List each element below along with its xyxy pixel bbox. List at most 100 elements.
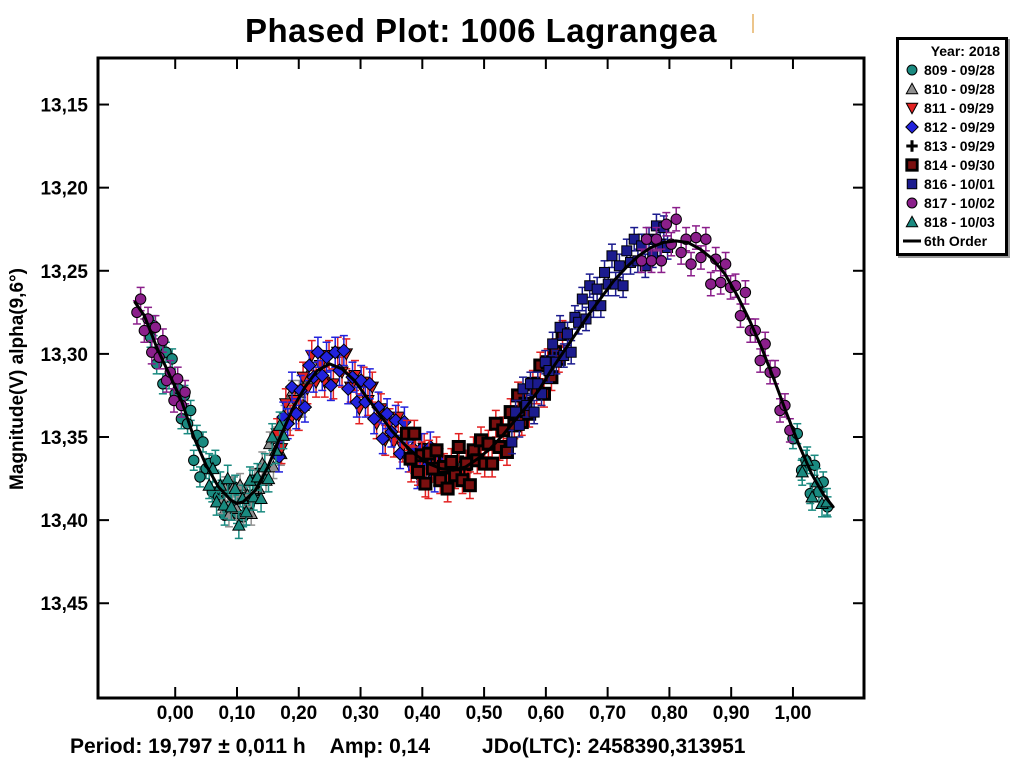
data-point-816 — [554, 321, 566, 333]
data-point-817 — [660, 218, 673, 230]
plot-frame — [96, 56, 866, 700]
data-point-818 — [795, 464, 810, 478]
data-point-814 — [410, 464, 425, 479]
line-icon — [903, 239, 921, 242]
x-tick-label: 0,10 — [218, 703, 255, 724]
square-bold-icon — [905, 157, 919, 172]
data-point-817 — [690, 231, 702, 244]
diamond-glyph — [905, 119, 919, 134]
data-point-817 — [700, 233, 712, 245]
data-point-809 — [194, 471, 206, 483]
data-point-818 — [209, 494, 224, 508]
data-point-818 — [261, 471, 276, 485]
triangle-up-glyph — [905, 81, 919, 94]
artifact-mark — [752, 14, 754, 33]
x-tick-label: 0,80 — [651, 703, 688, 724]
data-point-812 — [284, 379, 300, 395]
data-point-814 — [451, 439, 466, 454]
footer-annotation: Period: 19,797 ± 0,011 h Amp: 0,14 JDo(LTC… — [70, 735, 970, 759]
data-point-809 — [197, 436, 209, 448]
plus-glyph — [906, 139, 918, 152]
data-point-814 — [429, 443, 444, 458]
legend-entry-label: 809 - 09/28 — [924, 61, 995, 78]
diamond-icon — [905, 119, 919, 134]
data-point-814 — [485, 456, 500, 471]
data-point-816 — [628, 233, 640, 245]
triangle-up-glyph — [905, 214, 919, 227]
triangle-up-icon — [905, 214, 919, 227]
data-point-814 — [440, 481, 455, 496]
data-point-812 — [379, 406, 395, 421]
data-point-818 — [224, 499, 239, 513]
data-point-814 — [499, 444, 514, 459]
y-axis-label: Magnitude(V) alpha(9,6°) — [7, 268, 28, 490]
triangle-down-glyph — [905, 102, 919, 115]
y-tick-label: 13,30 — [40, 345, 88, 366]
legend-entry-816: 816 - 10/01 — [902, 174, 1002, 193]
data-point-816 — [576, 293, 588, 305]
data-point-818 — [239, 504, 254, 518]
data-point-812 — [310, 345, 326, 360]
data-point-810 — [266, 459, 281, 473]
data-point-817 — [640, 233, 653, 245]
legend-entry-label: 813 - 09/29 — [924, 137, 995, 154]
legend-entry-label: 812 - 09/29 — [924, 118, 995, 135]
data-point-817 — [670, 213, 682, 225]
data-point-812 — [332, 363, 347, 378]
legend-entry-818: 818 - 10/03 — [902, 212, 1002, 231]
data-point-817 — [714, 276, 727, 289]
fit-curve — [133, 239, 835, 509]
data-point-818 — [228, 481, 242, 495]
data-point-816 — [565, 346, 577, 358]
legend-entries: 809 - 09/28 810 - 09/28 811 - 09/29 812 - 0… — [902, 60, 1002, 250]
data-point-817 — [179, 386, 191, 398]
data-point-818 — [232, 518, 246, 531]
y-tick-label: 13,40 — [40, 511, 88, 532]
data-point-816 — [599, 266, 611, 278]
data-point-814 — [462, 478, 477, 493]
legend-title: Year: 2018 — [930, 43, 1000, 59]
data-point-817 — [719, 258, 732, 270]
legend-entry-814: 814 - 09/30 — [902, 155, 1002, 174]
y-tick-label: 13,15 — [40, 96, 88, 117]
data-point-817 — [645, 255, 658, 267]
circle-icon — [906, 197, 918, 208]
data-point-816 — [528, 406, 540, 418]
data-point-816 — [561, 328, 573, 340]
data-point-812 — [366, 411, 382, 426]
legend-entry-813: 813 - 09/29 — [902, 136, 1002, 155]
data-point-817 — [134, 293, 147, 305]
legend-entry-label: 817 - 10/02 — [924, 194, 995, 211]
square-icon — [906, 178, 918, 189]
data-point-809 — [188, 454, 200, 466]
legend-entry-label: 6th Order — [924, 232, 988, 249]
circle-icon — [906, 64, 918, 75]
legend-entry-809: 809 - 09/28 — [902, 60, 1002, 79]
jd-zero-text: JDo(LTC): 2458390,313951 — [482, 735, 746, 758]
x-tick-label: 0,20 — [280, 703, 317, 724]
data-point-812 — [336, 343, 352, 358]
legend-entry-811: 811 - 09/29 — [902, 98, 1002, 117]
legend-entry-812: 812 - 09/29 — [902, 117, 1002, 136]
square-glyph — [906, 178, 918, 189]
data-point-812 — [302, 358, 317, 373]
data-point-817 — [655, 255, 668, 267]
data-point-816 — [513, 419, 525, 431]
data-point-817 — [705, 278, 717, 290]
data-point-809 — [166, 353, 178, 365]
data-point-816 — [613, 260, 625, 272]
x-tick-label: 0,40 — [404, 703, 441, 724]
legend-entry-label: 811 - 09/29 — [924, 99, 995, 116]
plus-icon — [906, 139, 918, 152]
legend-entry-fit: 6th Order — [902, 231, 1002, 250]
page-title: Phased Plot: 1006 Lagrangea — [244, 12, 717, 49]
data-point-817 — [685, 258, 697, 270]
data-point-818 — [220, 471, 235, 485]
data-point-814 — [418, 476, 433, 491]
legend-entry-810: 810 - 09/28 — [902, 79, 1002, 98]
x-tick-label: 0,90 — [713, 703, 750, 724]
x-tick-label: 0,00 — [157, 703, 194, 724]
data-point-816 — [621, 245, 633, 257]
data-point-814 — [407, 426, 422, 441]
